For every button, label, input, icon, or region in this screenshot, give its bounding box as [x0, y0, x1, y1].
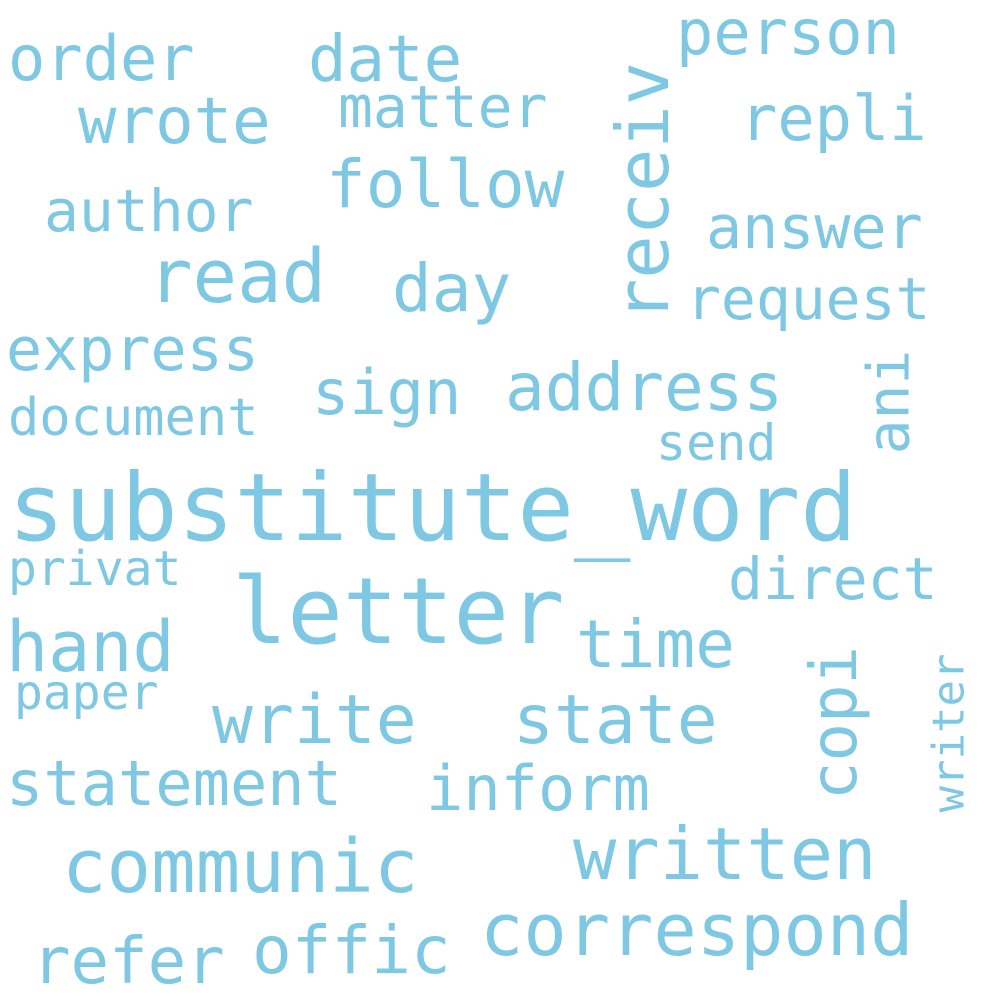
word-offic: offic [252, 912, 451, 989]
word-statement: statement [6, 747, 342, 820]
word-copi: copi [798, 645, 873, 801]
word-hand: hand [6, 606, 175, 688]
word-writer: writer [923, 653, 975, 813]
word-paper: paper [14, 665, 159, 721]
word-direct: direct [728, 545, 938, 613]
word-letter: letter [232, 558, 565, 665]
word-follow: follow [326, 146, 565, 223]
word-answer: answer [706, 193, 923, 263]
word-correspond: correspond [480, 888, 914, 972]
word-sign: sign [312, 356, 462, 429]
word-read: read [148, 234, 327, 320]
word-express: express [6, 315, 259, 385]
word-author: author [44, 177, 254, 245]
word-request: request [686, 265, 931, 333]
word-state: state [513, 681, 718, 760]
word-privat: privat [8, 541, 182, 597]
word-person: person [676, 0, 900, 69]
word-ani: ani [854, 349, 923, 455]
word-day: day [392, 250, 512, 327]
word-receiv: receiv [601, 61, 686, 323]
word-refer: refer [32, 925, 225, 999]
word-wrote: wrote [78, 85, 271, 159]
word-date: date [308, 23, 463, 97]
word-write: write [212, 681, 417, 760]
word-order: order [8, 22, 195, 95]
word-communic: communic [62, 824, 419, 910]
word-matter: matter [338, 73, 548, 141]
word-address: address [505, 349, 784, 426]
word-substitute-word: substitute_word [8, 454, 857, 563]
word-document: document [8, 388, 259, 448]
word-time: time [576, 606, 735, 683]
word-send: send [656, 414, 777, 472]
word-inform: inform [426, 752, 650, 825]
word-written: written [573, 812, 877, 896]
word-repli: repli [740, 82, 927, 155]
